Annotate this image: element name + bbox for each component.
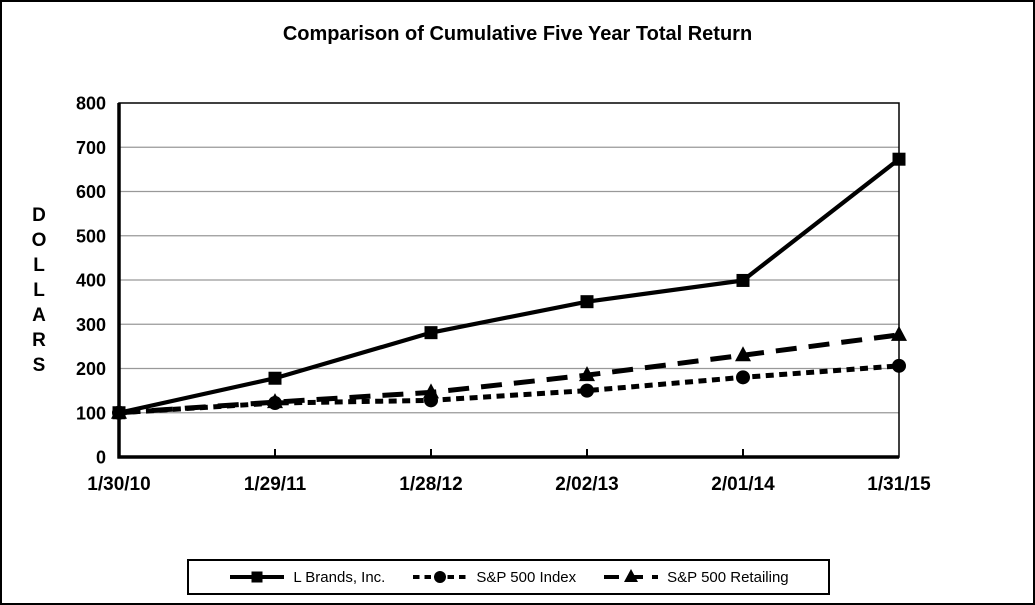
legend-label: S&P 500 Index — [476, 568, 577, 586]
marker-triangle — [891, 325, 907, 341]
x-tick-label: 1/31/15 — [867, 474, 931, 495]
marker-square — [892, 152, 906, 166]
legend-item-sp500-retailing: S&P 500 Retailing — [602, 568, 789, 586]
marker-square — [268, 371, 282, 385]
legend-item-l-brands: L Brands, Inc. — [228, 568, 385, 586]
x-tick-label: 2/01/14 — [711, 474, 775, 495]
marker-square — [424, 326, 438, 340]
marker-circle — [736, 370, 750, 385]
x-tick-label: 1/29/11 — [244, 474, 307, 495]
legend-line-square-icon — [230, 571, 285, 583]
marker-triangle — [624, 569, 639, 582]
y-tick-label: 100 — [76, 403, 106, 423]
legend: L Brands, Inc. S&P 500 Index S&P 500 Ret… — [187, 559, 830, 595]
marker-square — [580, 295, 594, 309]
legend-line-circle-icon — [413, 571, 468, 583]
marker-triangle — [423, 383, 439, 399]
marker-circle — [580, 383, 594, 398]
marker-square — [736, 273, 750, 287]
y-tick-label: 0 — [96, 448, 106, 468]
marker-square — [112, 406, 126, 420]
legend-line-triangle-icon — [604, 569, 659, 582]
series-line-square — [118, 157, 901, 415]
legend-label: L Brands, Inc. — [293, 568, 386, 586]
legend-label: S&P 500 Retailing — [667, 568, 789, 586]
x-tick-label: 2/02/13 — [555, 474, 618, 495]
marker-circle — [892, 358, 906, 373]
plot-canvas: 0 100 200 300 400 500 600 700 800 1/30/10 1/29/11 1… — [76, 94, 931, 496]
y-tick-label: 200 — [76, 359, 106, 379]
chart-title: Comparison of Cumulative Five Year Total… — [282, 23, 753, 45]
marker-circle — [434, 571, 447, 583]
y-tick-label: 500 — [76, 226, 106, 246]
x-tick-label: 1/30/10 — [87, 474, 150, 495]
marker-triangle — [579, 366, 595, 382]
x-tick-label: 1/28/12 — [399, 474, 462, 495]
y-tick-label: 300 — [76, 315, 106, 335]
marker-square — [251, 571, 263, 583]
y-tick-label: 400 — [76, 271, 106, 291]
series-line-circle — [118, 363, 900, 416]
y-tick-label: 600 — [76, 182, 106, 202]
y-tick-label: 800 — [76, 94, 106, 114]
y-axis-label: D O L L A R S — [31, 205, 47, 376]
legend-item-sp500-index: S&P 500 Index — [411, 568, 576, 586]
marker-triangle — [735, 346, 751, 362]
y-tick-label: 700 — [76, 138, 106, 158]
marker-triangle — [267, 393, 283, 409]
